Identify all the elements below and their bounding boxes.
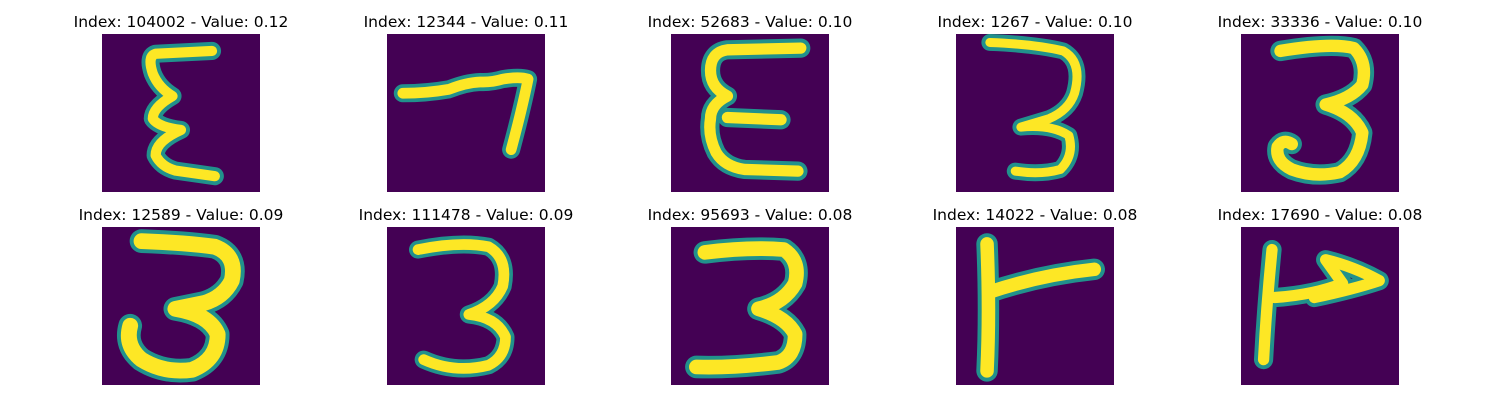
digit-image <box>956 227 1114 385</box>
digit-panel-4: Index: 1267 - Value: 0.10 <box>895 12 1175 202</box>
digit-image <box>1241 227 1399 385</box>
digit-image <box>387 34 545 192</box>
panel-title: Index: 52683 - Value: 0.10 <box>610 12 890 32</box>
digit-image <box>102 34 260 192</box>
digit-panel-5: Index: 33336 - Value: 0.10 <box>1180 12 1460 202</box>
digit-panel-9: Index: 14022 - Value: 0.08 <box>895 205 1175 395</box>
digit-panel-2: Index: 12344 - Value: 0.11 <box>326 12 606 202</box>
panel-title: Index: 95693 - Value: 0.08 <box>610 205 890 225</box>
digit-panel-3: Index: 52683 - Value: 0.10 <box>610 12 890 202</box>
digit-image <box>387 227 545 385</box>
digit-panel-6: Index: 12589 - Value: 0.09 <box>41 205 321 395</box>
digit-image <box>671 34 829 192</box>
panel-title: Index: 33336 - Value: 0.10 <box>1180 12 1460 32</box>
panel-title: Index: 12589 - Value: 0.09 <box>41 205 321 225</box>
digit-image <box>1241 34 1399 192</box>
panel-title: Index: 12344 - Value: 0.11 <box>326 12 606 32</box>
panel-title: Index: 104002 - Value: 0.12 <box>41 12 321 32</box>
digit-image <box>671 227 829 385</box>
digit-image <box>956 34 1114 192</box>
digit-image <box>102 227 260 385</box>
panel-title: Index: 111478 - Value: 0.09 <box>326 205 606 225</box>
panel-title: Index: 14022 - Value: 0.08 <box>895 205 1175 225</box>
digit-panel-7: Index: 111478 - Value: 0.09 <box>326 205 606 395</box>
digit-panel-1: Index: 104002 - Value: 0.12 <box>41 12 321 202</box>
digit-panel-10: Index: 17690 - Value: 0.08 <box>1180 205 1460 395</box>
panel-title: Index: 1267 - Value: 0.10 <box>895 12 1175 32</box>
digit-panel-8: Index: 95693 - Value: 0.08 <box>610 205 890 395</box>
panel-title: Index: 17690 - Value: 0.08 <box>1180 205 1460 225</box>
